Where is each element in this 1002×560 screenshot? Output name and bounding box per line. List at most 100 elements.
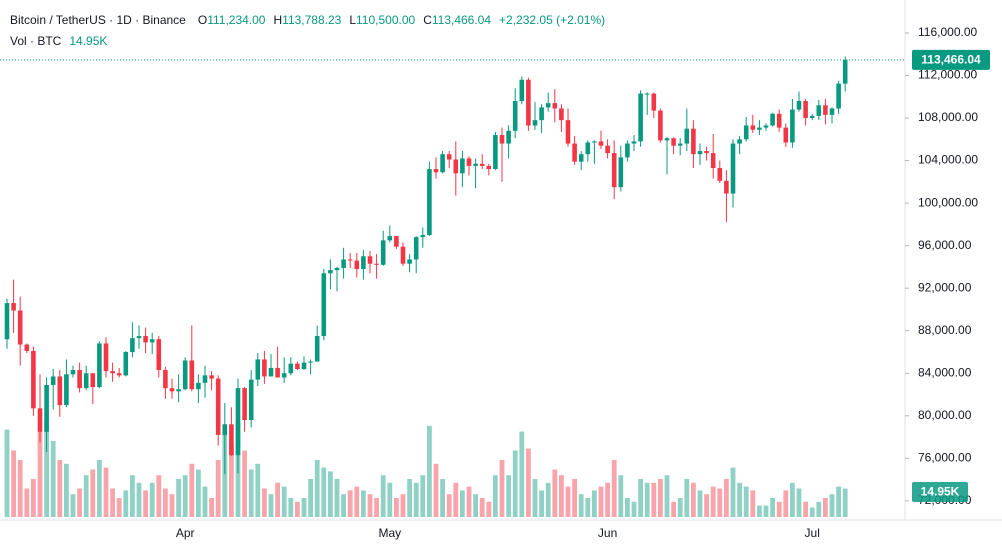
candle-body	[189, 360, 195, 390]
candle-body	[328, 270, 333, 274]
candle-body	[611, 153, 617, 188]
volume-bar	[796, 488, 802, 517]
volume-bar	[196, 469, 201, 517]
volume-bar	[275, 482, 280, 517]
volume-bar	[625, 498, 630, 517]
volume-bar	[209, 498, 214, 517]
candle-body	[499, 135, 505, 144]
candle-body	[651, 93, 657, 111]
ohlc-value: 110,500.00	[356, 13, 415, 27]
volume-bar	[182, 475, 188, 517]
candle-body	[440, 154, 445, 173]
header-line: Bitcoin / TetherUS · 1D · Binance O111,23…	[10, 13, 605, 27]
volume-bar	[842, 488, 848, 517]
candle-body	[235, 388, 241, 456]
candle-body	[248, 379, 254, 421]
volume-bar	[565, 486, 571, 517]
candle-body	[658, 110, 663, 141]
volume-bar	[288, 498, 294, 517]
volume-bar	[308, 479, 313, 517]
volume-tag-label: 14.95K	[921, 485, 960, 499]
candle-body	[136, 336, 142, 339]
volume-bar	[816, 501, 822, 517]
candle-body	[493, 135, 498, 170]
y-tick-label: 96,000.00	[918, 238, 972, 252]
last-price-label: 113,466.04	[921, 53, 981, 67]
volume-bar	[130, 475, 135, 517]
volume-bar	[202, 486, 208, 517]
ohlc-value: 113,466.04	[432, 13, 491, 27]
y-tick-label: 112,000.00	[918, 68, 977, 82]
candle-body	[473, 163, 478, 166]
volume-bar	[64, 463, 69, 517]
candle-body	[585, 142, 591, 155]
volume-bar	[70, 494, 76, 517]
volume-bar	[374, 498, 379, 517]
candle-body	[4, 303, 10, 340]
candle-body	[710, 153, 716, 169]
y-tick-label: 84,000.00	[918, 365, 972, 379]
volume-bar	[651, 482, 657, 517]
candle-body	[262, 359, 267, 377]
candle-body	[202, 375, 208, 383]
candle-body	[70, 370, 76, 375]
candle-body	[479, 163, 485, 166]
candle-body	[347, 259, 353, 261]
candle-body	[413, 237, 419, 260]
volume-bar	[710, 486, 716, 517]
volume-bar	[321, 467, 327, 517]
candle-body	[50, 376, 56, 385]
candle-body	[24, 344, 30, 351]
x-tick-label: Jun	[598, 526, 617, 540]
candle-body	[578, 154, 584, 162]
volume-bar	[757, 505, 762, 517]
volume-bar	[189, 463, 195, 517]
volume-bar	[301, 498, 307, 517]
candle-body	[222, 424, 228, 435]
candle-body	[460, 158, 465, 174]
volume-bar	[605, 482, 610, 517]
volume-bar	[466, 486, 472, 517]
volume-bar	[255, 463, 261, 517]
volume-bar	[572, 479, 577, 517]
volume-bar	[526, 448, 531, 517]
volume-bar	[611, 460, 617, 517]
candle-body	[314, 336, 320, 362]
volume-bar	[750, 490, 756, 517]
volume-bar	[539, 490, 544, 517]
y-tick-label: 88,000.00	[918, 323, 972, 337]
candle-body	[559, 108, 564, 121]
candle-body	[341, 259, 346, 268]
volume-bar	[783, 490, 789, 517]
candle-body	[664, 138, 670, 141]
candle-body	[684, 128, 690, 144]
candle-body	[130, 338, 135, 352]
volume-bar	[123, 490, 129, 517]
volume-bar	[413, 482, 419, 517]
volume-bar	[836, 486, 841, 517]
volume-bar	[281, 486, 287, 517]
candle-body	[842, 59, 848, 84]
candle-body	[539, 107, 544, 121]
volume-bar	[90, 469, 96, 517]
volume-bar	[262, 488, 267, 517]
volume-bar	[400, 494, 406, 517]
volume-bar	[440, 479, 445, 517]
candle-body	[724, 180, 729, 194]
candle-body	[176, 389, 181, 392]
volume-bar	[618, 475, 624, 517]
volume-bar	[790, 482, 795, 517]
volume-tag	[912, 482, 968, 502]
candle-body	[552, 103, 558, 109]
y-tick-label: 80,000.00	[918, 408, 972, 422]
candle-body	[295, 363, 300, 369]
volume-header: Vol · BTC 14.95K	[10, 34, 107, 48]
volume-bar	[493, 475, 498, 517]
candle-body	[671, 138, 676, 146]
volume-bar	[545, 482, 551, 517]
candle-body	[677, 143, 683, 146]
volume-bar	[730, 467, 736, 517]
volume-bar	[446, 494, 452, 517]
candle-body	[281, 373, 287, 378]
ohlc-key: C	[423, 13, 432, 27]
